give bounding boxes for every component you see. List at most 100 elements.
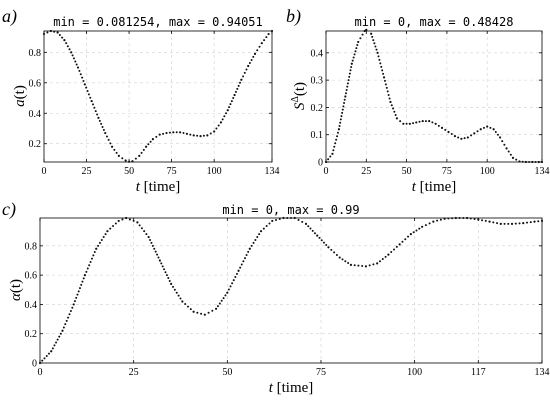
- data-point: [233, 93, 236, 97]
- curve-dot: [327, 158, 330, 161]
- curve-dot: [234, 90, 237, 93]
- y-tick-label: 0.6: [29, 78, 42, 89]
- data-point: [158, 133, 161, 136]
- curve-dot: [92, 254, 95, 257]
- data-point: [144, 145, 148, 148]
- curve-dot: [250, 58, 253, 61]
- data-point: [260, 42, 263, 45]
- data-point: [533, 220, 536, 223]
- x-tick-label: 25: [82, 166, 92, 177]
- curve-dot: [65, 319, 68, 322]
- data-point: [473, 132, 476, 135]
- curve-dot: [357, 264, 360, 267]
- data-point: [282, 216, 285, 220]
- y-tick-label: 0.3: [311, 76, 324, 87]
- curve-dot: [254, 238, 257, 241]
- curve-dot: [350, 66, 353, 69]
- data-point: [158, 259, 161, 262]
- curve-dot: [128, 218, 131, 221]
- curve-dot: [87, 93, 90, 96]
- data-point: [63, 39, 66, 42]
- curve-dot: [333, 251, 336, 254]
- curve-dot: [43, 357, 46, 360]
- curve-dot: [64, 323, 67, 326]
- panel-label: c): [2, 199, 16, 220]
- curve-dot: [265, 36, 268, 39]
- y-tick-label: 0.2: [25, 329, 38, 340]
- curve-dot: [184, 303, 187, 306]
- curve-dot: [393, 110, 396, 113]
- chart-title: min = 0, max = 0.99: [222, 203, 359, 217]
- curve-dot: [341, 258, 344, 261]
- curve-dot: [41, 359, 44, 362]
- data-point: [203, 313, 206, 316]
- curve-dot: [121, 218, 124, 221]
- curve-dot: [347, 79, 350, 82]
- curve-dot: [341, 111, 344, 114]
- data-point: [83, 274, 87, 277]
- curve-dot: [86, 267, 89, 270]
- data-point: [479, 128, 482, 131]
- curve-dot: [165, 274, 168, 277]
- y-tick-label: 0.8: [25, 241, 38, 252]
- curve-dot: [501, 140, 504, 143]
- curve-dot: [186, 305, 189, 308]
- curve-dot: [451, 217, 454, 220]
- data-point: [492, 128, 495, 131]
- data-point: [316, 234, 319, 237]
- curve-dot: [229, 285, 232, 288]
- curve-dot: [89, 96, 92, 99]
- data-point: [117, 154, 120, 158]
- curve-dot: [189, 308, 192, 311]
- curve-dot: [340, 115, 343, 118]
- data-point: [253, 52, 257, 55]
- curve-dot: [88, 264, 91, 267]
- data-point: [247, 64, 250, 68]
- curve-dot: [509, 153, 512, 156]
- curve-dot: [167, 277, 170, 280]
- curve-dot: [351, 59, 354, 62]
- x-tick-label: 50: [222, 367, 232, 378]
- curve-dot: [383, 79, 386, 82]
- curve-dot: [66, 45, 69, 48]
- curve-dot: [401, 240, 404, 243]
- data-point: [454, 216, 457, 220]
- curve-dot: [388, 97, 391, 100]
- y-axis-label: SΔ(t): [290, 82, 308, 110]
- x-tick-label: 50: [402, 166, 412, 177]
- x-tick-label: 0: [324, 166, 329, 177]
- curve-dot: [424, 120, 427, 123]
- curve-dot: [503, 222, 506, 225]
- curve-dot: [157, 256, 160, 259]
- curve-dot: [347, 262, 350, 265]
- curve-dot: [222, 297, 225, 300]
- data-point: [136, 221, 139, 224]
- data-point: [214, 307, 218, 310]
- curve-dot: [59, 332, 62, 335]
- curve-dot: [307, 225, 310, 228]
- curve-dot: [431, 121, 434, 124]
- curve-dot: [109, 227, 112, 230]
- curve-dot: [160, 262, 163, 265]
- data-point: [50, 350, 53, 353]
- data-point: [382, 76, 386, 79]
- curve-dot: [393, 248, 396, 251]
- curve-dot: [245, 254, 248, 257]
- curve-dot: [484, 219, 487, 222]
- y-tick-label: 0.4: [25, 300, 38, 311]
- curve-dot: [155, 135, 158, 138]
- curve-dot: [407, 235, 410, 238]
- curve-dot: [98, 241, 101, 244]
- curve-dot: [58, 34, 61, 37]
- data-point: [537, 160, 540, 164]
- curve-dot: [333, 145, 336, 148]
- chart-panel-1: 0 25 50 75 100 134 0 0.1 0.2 0.3 0.4 min = 0, max =…: [286, 6, 550, 195]
- curve-dot: [56, 338, 59, 341]
- x-tick-label: 0: [38, 367, 43, 378]
- x-tick-label: 134: [265, 166, 280, 177]
- curve-dot: [318, 236, 321, 239]
- data-point: [206, 134, 209, 137]
- curve-dot: [168, 279, 171, 282]
- curve-dot: [236, 87, 239, 90]
- data-point: [395, 117, 399, 120]
